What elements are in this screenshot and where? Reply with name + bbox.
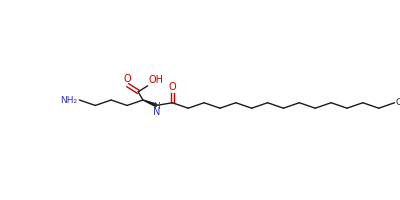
Text: N: N xyxy=(153,107,161,117)
Text: H: H xyxy=(154,102,160,111)
Text: NH₂: NH₂ xyxy=(60,96,78,105)
Polygon shape xyxy=(143,100,157,107)
Text: CH₃: CH₃ xyxy=(396,98,400,107)
Text: OH: OH xyxy=(148,75,163,85)
Text: O: O xyxy=(124,74,131,84)
Text: O: O xyxy=(168,82,176,92)
